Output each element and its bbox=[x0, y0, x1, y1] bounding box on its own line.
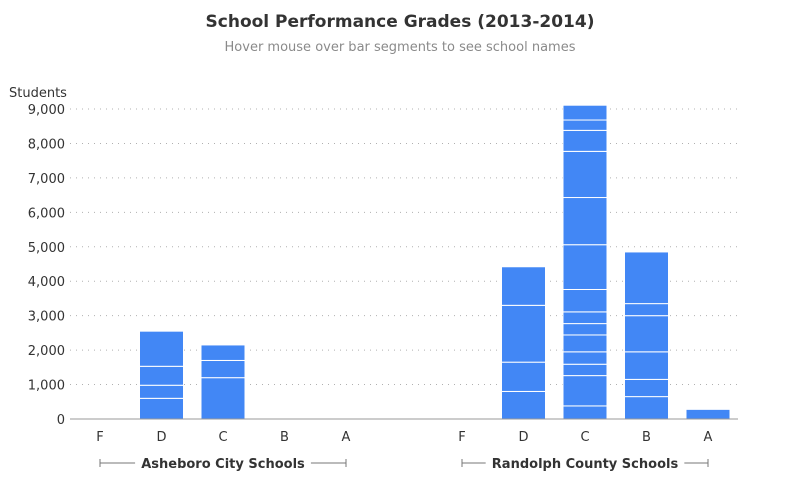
bar-segment-randolph-county-schools-c-11 bbox=[562, 129, 608, 152]
bar-segment-randolph-county-schools-c-6 bbox=[562, 311, 608, 325]
bar-segment-asheboro-city-schools-c-1 bbox=[200, 359, 246, 379]
bar-segment-randolph-county-schools-c-0 bbox=[562, 405, 608, 420]
x-tick-label: D bbox=[156, 430, 166, 445]
chart-title: School Performance Grades (2013-2014) bbox=[206, 12, 595, 32]
group-label: Asheboro City Schools bbox=[141, 457, 305, 472]
bar-segment-randolph-county-schools-d-1 bbox=[501, 361, 546, 392]
y-tick-label: 8,000 bbox=[28, 137, 65, 152]
bar-segment-randolph-county-schools-c-10 bbox=[562, 150, 608, 199]
y-tick-label: 6,000 bbox=[28, 206, 65, 221]
bar-segment-randolph-county-schools-b-3 bbox=[624, 315, 669, 353]
bar-segment-randolph-county-schools-d-3 bbox=[501, 266, 546, 306]
x-tick-label: C bbox=[580, 430, 589, 445]
bar-segment-randolph-county-schools-c-2 bbox=[562, 363, 608, 377]
bar-segment-randolph-county-schools-b-0 bbox=[624, 396, 669, 420]
bar-segment-randolph-county-schools-c-3 bbox=[562, 351, 608, 365]
y-tick-label: 1,000 bbox=[28, 379, 65, 394]
y-tick-label: 0 bbox=[57, 413, 65, 428]
x-tick-label: B bbox=[280, 430, 289, 445]
x-tick-label: A bbox=[342, 430, 351, 445]
bar-segment-randolph-county-schools-c-4 bbox=[562, 334, 608, 353]
x-tick-label: A bbox=[704, 430, 713, 445]
bar-segment-asheboro-city-schools-c-2 bbox=[200, 344, 246, 361]
chart-subtitle: Hover mouse over bar segments to see sch… bbox=[225, 40, 576, 55]
bar-segment-randolph-county-schools-d-0 bbox=[501, 390, 546, 420]
y-tick-label: 2,000 bbox=[28, 344, 65, 359]
x-tick-label: B bbox=[642, 430, 651, 445]
y-axis-ticks: 0 1,000 2,000 3,000 4,000 5,000 6,000 7,000 8,00… bbox=[28, 103, 65, 428]
bar-segment-randolph-county-schools-b-4 bbox=[624, 303, 669, 317]
bar-segment-randolph-county-schools-c-1 bbox=[562, 375, 608, 407]
bar-segment-randolph-county-schools-c-8 bbox=[562, 244, 608, 290]
bar-segment-asheboro-city-schools-d-3 bbox=[139, 330, 184, 367]
bar-segment-randolph-county-schools-c-12 bbox=[562, 119, 608, 131]
bar-segment-randolph-county-schools-d-2 bbox=[501, 304, 546, 363]
bar-segment-asheboro-city-schools-d-1 bbox=[139, 384, 184, 399]
x-tick-label: F bbox=[458, 430, 465, 445]
x-tick-label: D bbox=[518, 430, 528, 445]
y-tick-label: 3,000 bbox=[28, 310, 65, 325]
y-tick-label: 9,000 bbox=[28, 103, 65, 118]
y-axis-label: Students bbox=[9, 86, 67, 101]
y-tick-label: 7,000 bbox=[28, 172, 65, 187]
bar-segment-asheboro-city-schools-c-0 bbox=[200, 377, 246, 420]
group-labels: Asheboro City Schools Randolph County Sch… bbox=[99, 457, 709, 472]
bar-segment-randolph-county-schools-c-9 bbox=[562, 197, 608, 246]
bar-segment-randolph-county-schools-b-5 bbox=[624, 251, 669, 305]
group-label: Randolph County Schools bbox=[492, 457, 679, 472]
bar-segment-randolph-county-schools-c-5 bbox=[562, 323, 608, 336]
x-tick-label: F bbox=[96, 430, 103, 445]
bars bbox=[139, 104, 731, 420]
bar-segment-asheboro-city-schools-d-0 bbox=[139, 397, 184, 420]
bar-segment-asheboro-city-schools-d-2 bbox=[139, 365, 184, 386]
y-tick-label: 5,000 bbox=[28, 241, 65, 256]
y-tick-label: 4,000 bbox=[28, 275, 65, 290]
bar-segment-randolph-county-schools-b-1 bbox=[624, 378, 669, 398]
bar-segment-randolph-county-schools-b-2 bbox=[624, 351, 669, 380]
bar-segment-randolph-county-schools-a-0 bbox=[685, 408, 731, 420]
bar-segment-randolph-county-schools-c-13 bbox=[562, 104, 608, 121]
x-tick-label: C bbox=[218, 430, 227, 445]
bar-segment-randolph-county-schools-c-7 bbox=[562, 288, 608, 313]
